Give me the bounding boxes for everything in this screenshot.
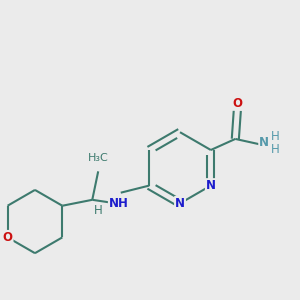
Text: H: H — [271, 130, 279, 143]
Text: N: N — [175, 197, 185, 210]
Text: N: N — [259, 136, 269, 149]
Text: H: H — [271, 143, 279, 156]
Text: O: O — [232, 97, 242, 110]
Text: H: H — [94, 204, 103, 218]
Text: N: N — [206, 179, 216, 192]
Text: H₃C: H₃C — [88, 153, 109, 164]
Text: O: O — [3, 231, 13, 244]
Text: NH: NH — [109, 197, 129, 210]
